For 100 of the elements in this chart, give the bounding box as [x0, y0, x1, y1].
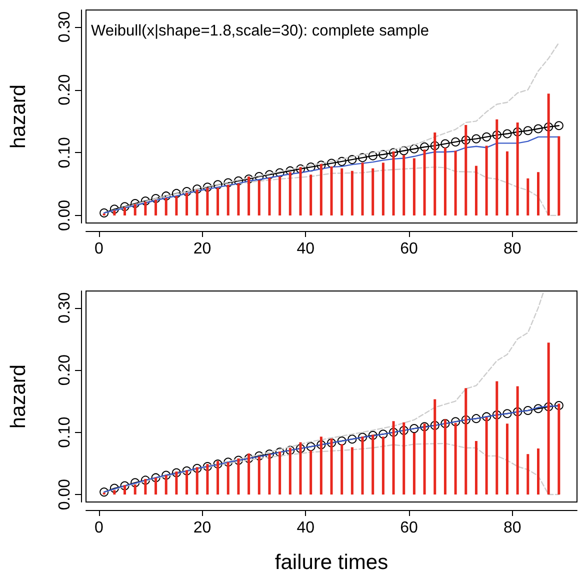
point — [440, 139, 450, 148]
bar — [350, 447, 354, 495]
point — [213, 180, 222, 190]
bar — [124, 485, 126, 495]
bar — [536, 172, 540, 216]
text: Weibull(x|shape=1.8,scale=30): complete sample — [91, 22, 430, 40]
bar — [226, 184, 230, 216]
point — [440, 419, 450, 428]
point — [182, 187, 192, 196]
bar — [361, 162, 364, 216]
bar — [288, 448, 292, 495]
x-tick-label: 20 — [193, 240, 212, 258]
point — [430, 420, 440, 430]
bar — [124, 207, 126, 216]
bar — [206, 464, 209, 495]
point — [502, 409, 512, 418]
bar — [175, 472, 178, 495]
x-tick-label: 20 — [193, 520, 212, 536]
bar — [423, 149, 426, 216]
point — [327, 158, 336, 168]
point — [162, 470, 171, 480]
point — [420, 142, 430, 152]
bar — [372, 168, 374, 216]
bar — [278, 452, 282, 495]
bar — [454, 150, 457, 216]
bar — [186, 192, 188, 216]
bar — [392, 421, 395, 495]
bar — [320, 164, 322, 216]
point — [130, 478, 140, 488]
point — [306, 162, 316, 172]
point — [337, 156, 346, 166]
line-series — [103, 136, 560, 214]
point — [192, 464, 202, 473]
point — [554, 121, 564, 130]
point — [348, 155, 357, 164]
bar — [547, 342, 550, 495]
bar — [412, 432, 416, 495]
bar — [144, 202, 147, 216]
bar — [268, 178, 271, 216]
y-tick-label: 0.20 — [56, 354, 74, 386]
bar — [320, 436, 322, 495]
point — [523, 406, 532, 415]
point — [140, 476, 150, 485]
bar — [237, 458, 240, 495]
bar — [268, 454, 271, 495]
point — [296, 164, 305, 174]
point — [348, 434, 357, 444]
bar — [506, 151, 508, 216]
bar — [506, 424, 508, 495]
point — [254, 172, 264, 181]
y-axis-title: hazard — [7, 84, 30, 149]
point — [151, 473, 160, 482]
bar — [496, 119, 498, 216]
bar — [248, 453, 250, 495]
bar — [558, 136, 560, 216]
point — [368, 151, 378, 160]
point — [472, 414, 481, 424]
point — [337, 436, 346, 446]
bar — [547, 94, 550, 216]
bar — [330, 438, 333, 495]
bar — [526, 454, 530, 495]
bar — [248, 176, 250, 216]
point — [358, 432, 368, 442]
bar — [516, 386, 519, 495]
y-tick-label: 0.00 — [56, 200, 74, 232]
bar — [186, 470, 188, 495]
x-tick-label: 0 — [94, 520, 104, 536]
bar — [310, 174, 312, 216]
x-tick-label: 0 — [94, 240, 104, 258]
bar — [474, 166, 478, 216]
y-tick-label: 0.00 — [56, 478, 74, 510]
x-tick-label: 80 — [503, 240, 522, 258]
bar — [144, 478, 147, 495]
x-axis-title: failure times — [274, 551, 388, 574]
y-tick-label: 0.20 — [56, 74, 74, 106]
point — [275, 448, 284, 457]
point — [430, 141, 440, 150]
y-tick-label: 0.30 — [56, 292, 74, 324]
bar — [340, 168, 344, 216]
point — [120, 481, 130, 490]
point — [192, 184, 202, 194]
point — [544, 122, 554, 132]
bar — [154, 478, 158, 495]
y-tick-label: 0.10 — [56, 416, 74, 448]
point — [182, 466, 192, 476]
bar — [496, 381, 498, 495]
bar — [402, 155, 406, 216]
point — [389, 428, 398, 437]
point — [172, 188, 181, 198]
point — [399, 426, 408, 435]
point — [162, 191, 171, 200]
point — [264, 170, 274, 180]
bar — [196, 467, 198, 495]
bar — [196, 190, 198, 216]
point — [306, 442, 316, 452]
x-tick-label: 80 — [503, 520, 522, 536]
point — [234, 456, 243, 465]
point — [244, 454, 254, 463]
point — [461, 136, 470, 145]
bar — [485, 146, 488, 216]
